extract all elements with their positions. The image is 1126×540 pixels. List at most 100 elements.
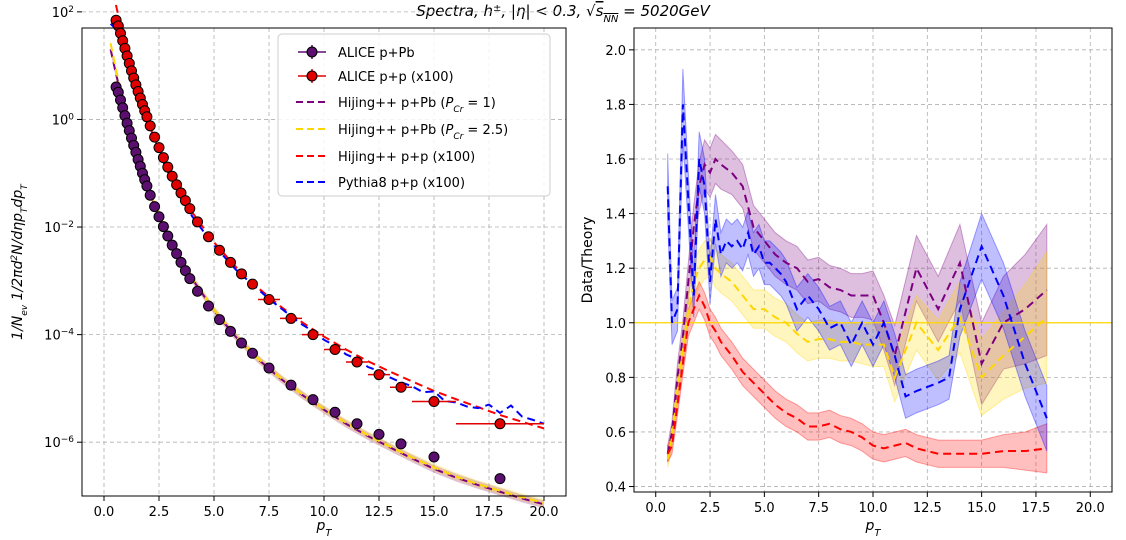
left-point bbox=[203, 300, 214, 312]
right-x-tick-label: 10.0 bbox=[859, 501, 888, 516]
left-points-alice-p-p-x100 bbox=[110, 14, 544, 430]
legend-label-math: P bbox=[445, 123, 453, 138]
right-y-tick-label: 1.4 bbox=[605, 208, 626, 223]
left-point bbox=[214, 244, 225, 256]
left-point bbox=[171, 248, 183, 260]
left-point bbox=[153, 211, 165, 223]
tick-base: 10 bbox=[52, 6, 69, 21]
title-part-1: Spectra, h bbox=[416, 2, 493, 20]
right-line-hijing-p-pb-p-cr-2-5 bbox=[666, 255, 1048, 460]
left-point bbox=[141, 111, 153, 123]
left-point bbox=[192, 285, 203, 297]
left-band-hijing-p-pb-p-cr-2-5 bbox=[110, 39, 544, 507]
left-x-axis-label: pT bbox=[316, 518, 333, 539]
left-point bbox=[329, 343, 341, 355]
right-y-ticks: 0.4 0.6 0.8 1.0 1.2 1.4 1.6 1.8 2.0 bbox=[605, 44, 634, 496]
legend: ALICE p+Pb ALICE p+p (x100) Hijing++ p+P… bbox=[277, 33, 551, 197]
legend-entry-hijing-ppb-1: Hijing++ p+Pb (PCr = 1) bbox=[296, 96, 496, 115]
left-point bbox=[162, 161, 174, 173]
tick-exponent: −6 bbox=[61, 435, 75, 445]
ylabel-part-6: T bbox=[20, 206, 30, 213]
right-band-hijing-p-p-x100 bbox=[667, 280, 1048, 474]
ylabel-part-3: 1/2πd bbox=[10, 260, 26, 304]
left-x-ticks: 0.0 2.5 5.0 7.5 10.0 12.5 15.0 17.5 20.0 bbox=[94, 496, 558, 520]
left-point bbox=[351, 418, 363, 430]
left-point bbox=[395, 438, 407, 450]
left-point bbox=[428, 451, 440, 463]
legend-marker bbox=[306, 70, 318, 82]
left-point bbox=[149, 201, 161, 213]
left-point bbox=[192, 216, 203, 228]
ylabel-part-2: ev bbox=[20, 304, 30, 316]
left-point bbox=[225, 256, 236, 268]
legend-entry-alice-ppb: ALICE p+Pb bbox=[298, 45, 415, 61]
legend-label-tail: = 1) bbox=[463, 96, 496, 111]
right-band-hijing-p-pb-p-cr-2-5 bbox=[667, 237, 1048, 468]
legend-label: Hijing++ p+Pb (PCr = 2.5) bbox=[338, 123, 508, 142]
right-xlabel-p: p bbox=[865, 518, 875, 534]
left-point bbox=[263, 293, 275, 305]
left-point bbox=[329, 406, 341, 418]
left-line-hijing-p-p-x100 bbox=[113, 0, 545, 430]
left-point bbox=[144, 120, 156, 132]
tick-base: 10 bbox=[44, 329, 61, 344]
right-x-axis-label: pT bbox=[865, 518, 882, 539]
left-y-axis-label: 1/Nev 1/2πd2N/dηpTdpT bbox=[10, 183, 30, 340]
right-x-tick-label: 5.0 bbox=[754, 501, 775, 516]
left-point bbox=[225, 325, 236, 337]
tick-base: 10 bbox=[52, 113, 69, 128]
left-point bbox=[247, 278, 258, 290]
legend-marker bbox=[306, 46, 318, 58]
left-x-tick-label: 12.5 bbox=[365, 505, 394, 520]
left-point bbox=[285, 312, 297, 324]
left-xlabel-sub: T bbox=[325, 528, 332, 539]
right-x-ticks: 0.0 2.5 5.0 7.5 10.0 12.5 15.0 17.5 20.0 bbox=[645, 492, 1105, 516]
right-x-tick-label: 0.0 bbox=[645, 501, 666, 516]
left-point bbox=[214, 314, 225, 326]
left-x-tick-label: 5.0 bbox=[204, 505, 225, 520]
left-point bbox=[184, 203, 196, 215]
right-x-tick-label: 17.5 bbox=[1021, 501, 1050, 516]
left-point bbox=[428, 396, 440, 408]
legend-box bbox=[277, 33, 551, 197]
left-point bbox=[247, 347, 258, 359]
legend-entry-pythia-pp: Pythia8 p+p (x100) bbox=[296, 176, 465, 191]
left-point bbox=[307, 329, 319, 341]
right-y-tick-label: 0.6 bbox=[605, 426, 626, 441]
left-point bbox=[141, 180, 153, 192]
title-part-5: s bbox=[596, 2, 604, 20]
legend-label: ALICE p+Pb bbox=[338, 46, 415, 61]
left-bands bbox=[110, 39, 544, 509]
tick-base: 10 bbox=[44, 436, 61, 451]
ylabel-part-4: 2 bbox=[10, 255, 20, 261]
left-point bbox=[236, 268, 247, 280]
left-xlabel-p: p bbox=[316, 518, 326, 534]
right-x-tick-label: 20.0 bbox=[1076, 501, 1105, 516]
right-x-tick-label: 12.5 bbox=[913, 501, 942, 516]
left-x-tick-label: 0.0 bbox=[94, 505, 115, 520]
tick-base: 10 bbox=[44, 221, 61, 236]
tick-exponent: 2 bbox=[68, 5, 74, 15]
title-part-7: = 5020GeV bbox=[618, 2, 711, 20]
right-chart: 0.0 2.5 5.0 7.5 10.0 12.5 15.0 17.5 20.0 0.40.60… bbox=[580, 27, 1113, 539]
left-point bbox=[236, 337, 247, 349]
left-point bbox=[494, 418, 506, 430]
legend-label-tail: = 2.5) bbox=[463, 123, 508, 138]
left-y-tick-label: 102 bbox=[52, 5, 74, 21]
tick-exponent: −4 bbox=[61, 328, 75, 338]
right-x-tick-label: 7.5 bbox=[808, 501, 829, 516]
left-point bbox=[157, 221, 169, 233]
right-y-tick-label: 1.0 bbox=[605, 317, 626, 332]
left-y-tick-label: 10−6 bbox=[44, 435, 74, 451]
title-part-2: ± bbox=[493, 3, 501, 14]
legend-label-math: P bbox=[445, 96, 453, 111]
right-y-tick-label: 0.8 bbox=[605, 371, 626, 386]
legend-label: Hijing++ p+p (x100) bbox=[338, 150, 475, 165]
left-point bbox=[203, 231, 214, 243]
right-y-axis-label: Data/Theory bbox=[580, 217, 596, 304]
legend-label-main: Hijing++ p+Pb ( bbox=[338, 96, 445, 111]
right-y-tick-label: 2.0 bbox=[605, 44, 626, 59]
legend-label-main: Hijing++ p+Pb ( bbox=[338, 123, 445, 138]
legend-entry-alice-pp: ALICE p+p (x100) bbox=[298, 69, 454, 85]
left-points bbox=[110, 14, 544, 485]
